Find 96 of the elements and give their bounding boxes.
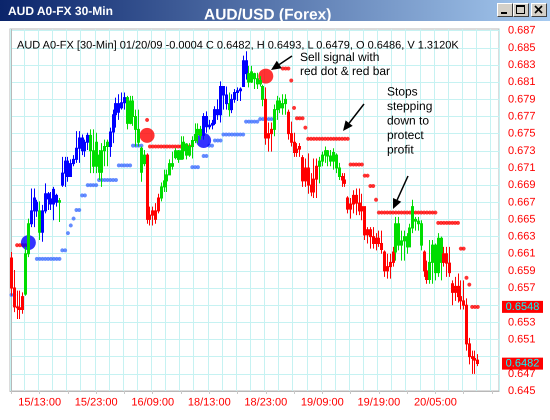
candlestick [451,280,454,306]
point [258,68,274,84]
candlestick [420,220,423,251]
candlestick [126,95,129,130]
y-tick-label: 0.659 [508,264,536,277]
x-tick-label: 18/13:00 [188,396,231,408]
y-tick-label: 0.681 [508,76,536,88]
y-tick-label: 0.679 [508,93,536,106]
candlestick [228,92,231,117]
candlestick [239,86,242,102]
candlestick [146,152,149,224]
candlestick [454,276,457,302]
x-tick-label: 19/09:00 [300,396,344,408]
y-tick-label: 0.685 [508,42,536,54]
candlestick [431,240,434,284]
candlestick [58,197,61,223]
candlestick [52,186,55,221]
candlestick [386,253,389,280]
x-tick-label: 20/05:00 [414,396,457,408]
candlestick [473,350,476,374]
y-tick-label: 0.667 [508,196,536,208]
y-tick-label: 0.645 [508,385,536,397]
candlestick [236,86,239,102]
candlestick [270,122,273,152]
y-tick-label: 0.661 [508,248,536,260]
candlestick [219,80,222,123]
candlestick [33,188,36,228]
candlestick [106,139,109,167]
annotation: Stops stepping down to protect profit [387,84,436,156]
point [140,128,155,143]
chart-title: AUD/USD (Forex) [204,6,332,24]
candlestick [281,94,284,116]
candlestick [182,136,185,160]
candlestick [225,86,228,110]
candlestick [312,158,315,198]
candlestick [355,188,358,216]
x-tick-label: 19/19:00 [357,396,400,408]
x-tick-label: 15/23:00 [74,396,118,408]
candlestick [343,172,346,188]
candlestick [329,149,332,167]
candlestick [196,122,199,144]
candlestick [151,206,154,226]
annotation: Sell signal with red dot & red bar [300,50,390,78]
candlestick [78,130,81,164]
candlestick [315,158,318,198]
candlestick [324,146,327,164]
candlestick [403,230,406,262]
y-tick-label: 0.677 [508,110,536,122]
x-tick-label: 16/09:00 [131,396,174,408]
candlestick [369,226,372,250]
candlestick [301,154,304,188]
y-tick-label: 0.665 [508,213,536,226]
candlestick [199,125,202,140]
candlestick [448,246,451,278]
text: 0.6482 [506,358,540,370]
y-tick-label: 0.687 [508,24,536,37]
candlestick [18,290,21,320]
y-tick-label: 0.647 [508,368,536,380]
candlestick [307,152,310,194]
candlestick [332,148,335,170]
y-tick-label: 0.669 [508,179,536,192]
candlestick [30,188,33,228]
y-tick-label: 0.673 [508,144,536,157]
candlestick [92,128,95,174]
y-tick-label: 0.651 [508,334,536,346]
candlestick [428,240,431,284]
candlestick [61,156,64,188]
text: 0.6548 [506,300,540,313]
candlestick [445,246,448,278]
candlestick [247,65,250,88]
y-tick-label: 0.683 [508,59,536,72]
candlestick [256,72,259,90]
text: AUD A0-FX [30-Min] 01/20/09 -0.0004 C 0.6482, H 0.6493, L 0.6479, O 0.6486, V 1.3120K [17,40,460,52]
candlestick [123,92,126,110]
candlestick [89,128,92,174]
candlestick [38,200,41,241]
candlestick [242,55,245,87]
y-tick-label: 0.653 [508,316,536,328]
y-tick-label: 0.657 [508,282,536,294]
candlestick [440,236,443,281]
candlestick [394,216,397,262]
candlestick [326,149,329,167]
candlestick [75,130,78,164]
text: AUD A0-FX 30-Min [8,4,113,18]
candlestick [298,142,301,158]
x-tick-label: 18/23:00 [244,396,288,408]
y-tick-label: 0.675 [508,128,536,140]
candlestick [341,172,344,188]
y-tick-label: 0.671 [508,162,536,174]
candlestick [64,156,67,188]
candlestick [372,226,375,250]
y-tick-label: 0.663 [508,230,536,243]
candlestick [69,158,72,178]
x-tick-label: 15/13:00 [18,396,62,408]
candlestick [437,232,440,278]
candlestick [284,94,287,116]
